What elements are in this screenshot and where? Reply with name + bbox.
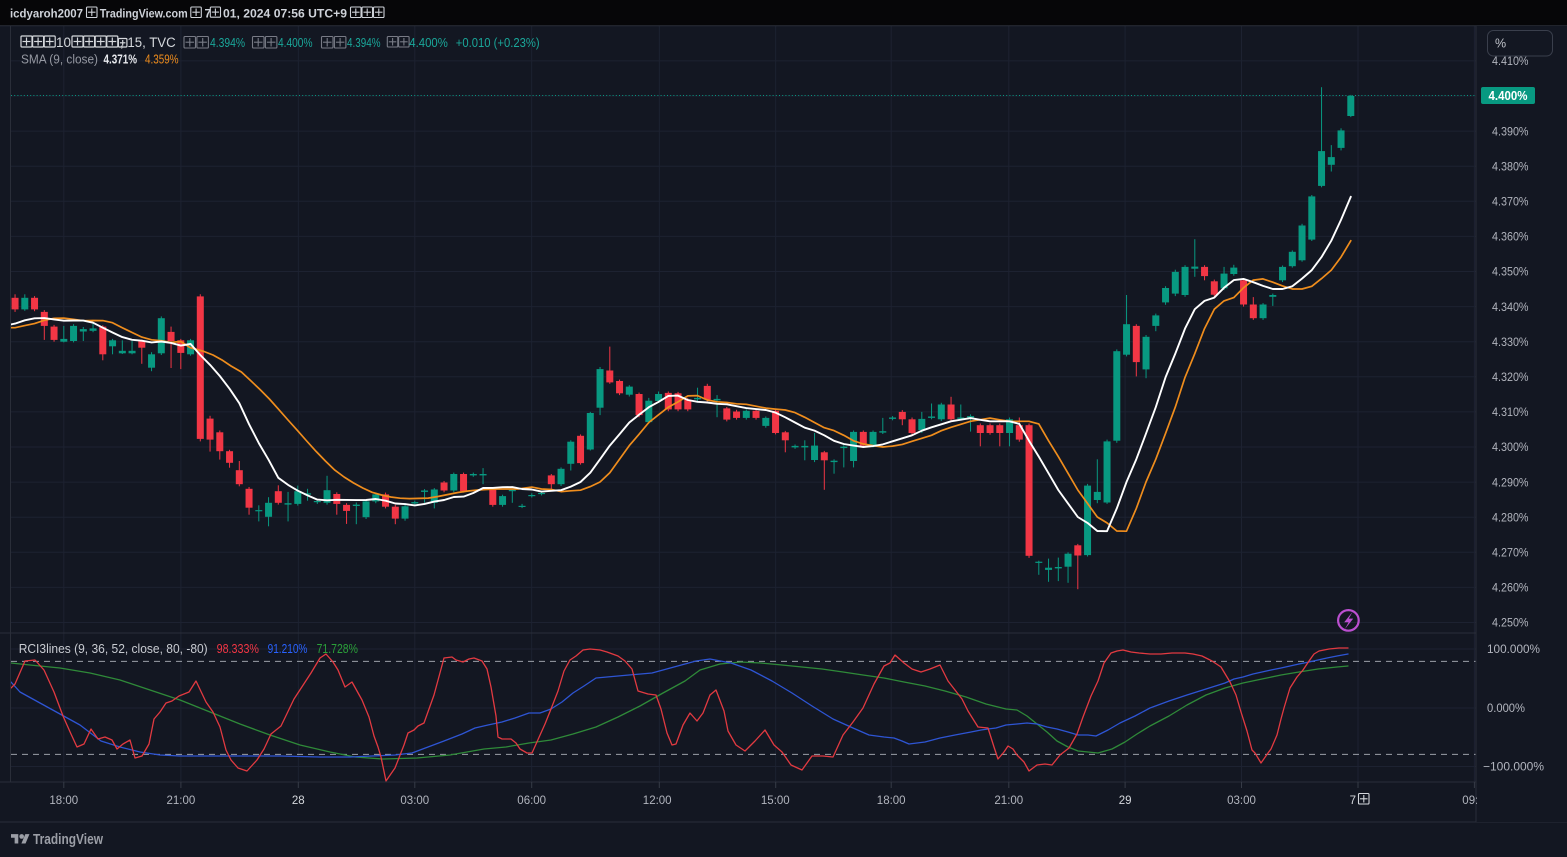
svg-text:03:00: 03:00 — [400, 795, 429, 807]
svg-text:98.333%: 98.333% — [217, 642, 259, 656]
svg-text:4.280%: 4.280% — [1492, 510, 1529, 524]
svg-text:4.330%: 4.330% — [1492, 335, 1529, 349]
svg-text:03:00: 03:00 — [1227, 795, 1256, 807]
svg-text:SMA (9, close): SMA (9, close) — [21, 53, 98, 67]
svg-text:4.380%: 4.380% — [1492, 159, 1529, 173]
svg-text:RCI3lines (9, 36, 52, close, 8: RCI3lines (9, 36, 52, close, 80, -80) — [19, 642, 208, 656]
svg-text:, 15, TVC: , 15, TVC — [120, 35, 176, 50]
svg-text:71.728%: 71.728% — [317, 642, 358, 656]
svg-text:0.000%: 0.000% — [1487, 701, 1525, 715]
svg-text:4.394%: 4.394% — [347, 35, 381, 50]
svg-text:10: 10 — [56, 34, 71, 50]
svg-text:4.340%: 4.340% — [1492, 300, 1529, 314]
svg-text:−100.000%: −100.000% — [1483, 760, 1544, 774]
svg-text:100.000%: 100.000% — [1487, 642, 1540, 656]
svg-text:28: 28 — [292, 795, 305, 807]
svg-text:21:00: 21:00 — [167, 795, 196, 807]
svg-text:4.290%: 4.290% — [1492, 475, 1529, 489]
svg-text:21:00: 21:00 — [994, 795, 1023, 807]
svg-text:4.371%: 4.371% — [104, 53, 138, 67]
svg-text:4.300%: 4.300% — [1492, 440, 1529, 454]
svg-text:4.400%: 4.400% — [278, 35, 313, 50]
svg-text:4.359%: 4.359% — [145, 53, 179, 67]
svg-text:4.400%: 4.400% — [1489, 89, 1528, 103]
svg-text:4.390%: 4.390% — [1492, 124, 1529, 138]
svg-text:4.250%: 4.250% — [1492, 616, 1529, 630]
svg-text:icdyaroh2007: icdyaroh2007 — [10, 7, 83, 21]
svg-text:+0.010 (+0.23%): +0.010 (+0.23%) — [456, 35, 540, 50]
svg-text:7: 7 — [205, 7, 212, 21]
svg-text:4.370%: 4.370% — [1492, 195, 1529, 209]
svg-text:01, 2024 07:56 UTC+9: 01, 2024 07:56 UTC+9 — [223, 7, 347, 21]
svg-text:4.260%: 4.260% — [1492, 581, 1529, 595]
svg-text:18:00: 18:00 — [877, 795, 906, 807]
svg-text:4.360%: 4.360% — [1492, 230, 1529, 244]
svg-text:29: 29 — [1119, 795, 1132, 807]
svg-text:%: % — [1495, 37, 1506, 51]
svg-text:TradingView: TradingView — [33, 831, 103, 848]
svg-text:4.400%: 4.400% — [409, 35, 448, 50]
svg-text:7: 7 — [1350, 795, 1356, 807]
svg-text:4.310%: 4.310% — [1492, 405, 1529, 419]
svg-text:15:00: 15:00 — [761, 795, 790, 807]
svg-text:18:00: 18:00 — [49, 795, 78, 807]
svg-text:4.350%: 4.350% — [1492, 265, 1529, 279]
svg-text:4.394%: 4.394% — [210, 35, 245, 50]
svg-text:4.270%: 4.270% — [1492, 546, 1529, 560]
svg-text:06:00: 06:00 — [517, 795, 546, 807]
svg-text:12:00: 12:00 — [643, 795, 672, 807]
svg-text:91.210%: 91.210% — [268, 642, 308, 656]
svg-text:TradingView.com: TradingView.com — [100, 7, 188, 21]
svg-text:4.410%: 4.410% — [1492, 54, 1529, 68]
svg-text:4.320%: 4.320% — [1492, 370, 1529, 384]
